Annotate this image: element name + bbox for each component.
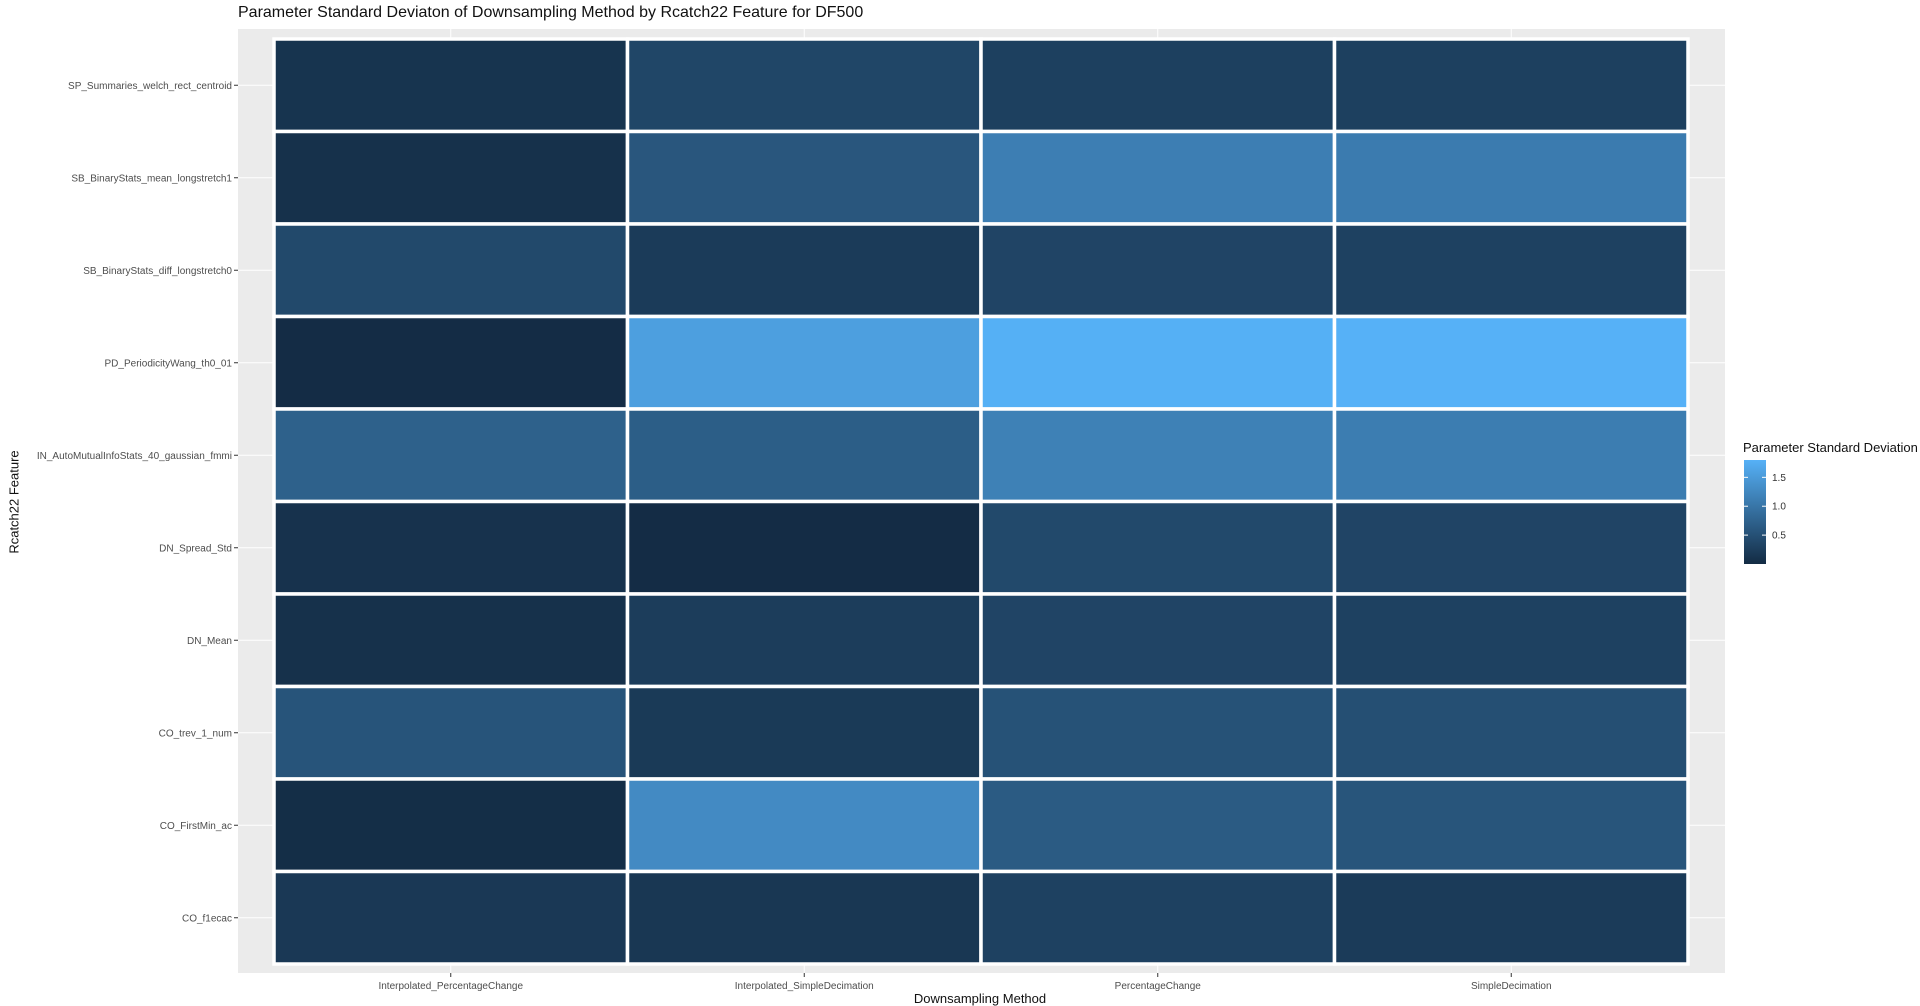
heatmap-tile: [1332, 684, 1690, 781]
heatmap-tile: [625, 499, 983, 596]
heatmap-tile: [979, 499, 1337, 596]
legend-tick-label: 1.5: [1772, 473, 1786, 484]
x-tick-label: Interpolated_PercentageChange: [378, 981, 523, 992]
heatmap-tiles: [272, 37, 1690, 966]
heatmap-tile: [979, 869, 1337, 966]
legend-title: Parameter Standard Deviation: [1743, 440, 1918, 455]
legend-ticks: 0.5 1.0 1.5: [1744, 473, 1786, 542]
x-axis-ticks: Interpolated_PercentageChange Interpolate…: [378, 973, 1552, 992]
heatmap-tile: [272, 777, 630, 874]
heatmap-tile: [979, 407, 1337, 504]
heatmap-tile: [272, 407, 630, 504]
y-tick-label: IN_AutoMutualInfoStats_40_gaussian_fmmi: [37, 451, 232, 462]
heatmap-tile: [625, 407, 983, 504]
heatmap-tile: [625, 314, 983, 411]
heatmap-tile: [1332, 869, 1690, 966]
heatmap-tile: [979, 129, 1337, 226]
chart-title: Parameter Standard Deviaton of Downsampl…: [238, 4, 864, 21]
y-tick-label: SB_BinaryStats_mean_longstretch1: [71, 173, 232, 184]
x-axis-title: Downsampling Method: [913, 991, 1047, 1006]
heatmap-tile: [625, 37, 983, 134]
x-tick-label: Interpolated_SimpleDecimation: [735, 981, 874, 992]
y-tick-label: PD_PeriodicityWang_th0_01: [105, 358, 233, 369]
legend-tick-label: 1.0: [1772, 502, 1786, 513]
heatmap-tile: [1332, 314, 1690, 411]
heatmap-tile: [1332, 222, 1690, 319]
heatmap-tile: [625, 869, 983, 966]
legend-colorbar: [1744, 460, 1766, 564]
heatmap-tile: [272, 869, 630, 966]
heatmap-tile: [1332, 777, 1690, 874]
x-tick-label: SimpleDecimation: [1471, 981, 1552, 992]
heatmap-tile: [979, 777, 1337, 874]
heatmap-tile: [272, 499, 630, 596]
heatmap-tile: [979, 37, 1337, 134]
heatmap-tile: [979, 314, 1337, 411]
heatmap-tile: [979, 222, 1337, 319]
heatmap-tile: [1332, 407, 1690, 504]
heatmap-tile: [272, 129, 630, 226]
heatmap-tile: [625, 777, 983, 874]
heatmap-tile: [1332, 37, 1690, 134]
y-tick-label: DN_Spread_Std: [159, 543, 232, 554]
heatmap-tile: [625, 592, 983, 689]
heatmap-tile: [625, 222, 983, 319]
heatmap-tile: [272, 37, 630, 134]
y-tick-label: CO_FirstMin_ac: [160, 821, 232, 832]
y-tick-label: DN_Mean: [187, 636, 232, 647]
heatmap-tile: [625, 129, 983, 226]
heatmap-tile: [979, 592, 1337, 689]
heatmap-tile: [1332, 499, 1690, 596]
heatmap-tile: [625, 684, 983, 781]
y-tick-label: SB_BinaryStats_diff_longstretch0: [83, 266, 232, 277]
x-tick-label: PercentageChange: [1115, 981, 1202, 992]
y-tick-label: SP_Summaries_welch_rect_centroid: [68, 81, 232, 92]
heatmap-tile: [272, 314, 630, 411]
heatmap-tile: [979, 684, 1337, 781]
y-tick-label: CO_trev_1_num: [159, 728, 232, 739]
y-tick-label: CO_f1ecac: [182, 913, 232, 924]
legend-tick-label: 0.5: [1772, 531, 1786, 542]
heatmap-tile: [272, 684, 630, 781]
heatmap-tile: [1332, 592, 1690, 689]
heatmap-tile: [272, 592, 630, 689]
heatmap-tile: [1332, 129, 1690, 226]
heatmap-tile: [272, 222, 630, 319]
y-axis-ticks: SP_Summaries_welch_rect_centroid SB_Binar…: [37, 81, 238, 924]
